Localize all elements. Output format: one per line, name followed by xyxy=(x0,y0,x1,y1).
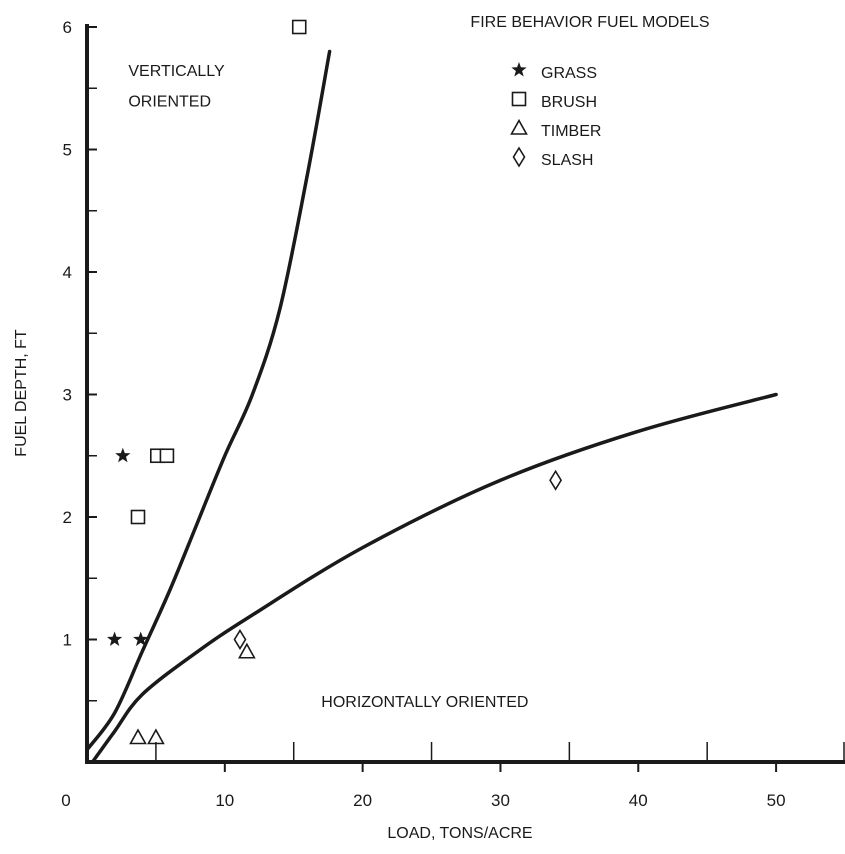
x-tick-label: 30 xyxy=(491,791,510,810)
brush-point xyxy=(291,19,307,35)
legend-brush-marker xyxy=(511,91,527,107)
legend-timber-marker xyxy=(510,118,528,135)
y-tick-label: 3 xyxy=(63,386,72,405)
region-annotation: HORIZONTALLY ORIENTED xyxy=(321,694,528,711)
legend: FIRE BEHAVIOR FUEL MODELS GRASS BRUSH TIMB… xyxy=(470,14,709,169)
y-axis-title: FUEL DEPTH, FT xyxy=(13,329,30,457)
legend-timber-label: TIMBER xyxy=(541,123,601,140)
timber-point xyxy=(129,728,147,745)
boundary-curves xyxy=(85,49,778,764)
brush-point xyxy=(130,509,146,525)
data-points xyxy=(107,19,563,745)
legend-grass-marker xyxy=(511,62,527,77)
x-tick-label: 50 xyxy=(767,791,786,810)
x-tick-label: 20 xyxy=(353,791,372,810)
y-tick-label: 5 xyxy=(63,141,72,160)
y-tick-label: 1 xyxy=(63,631,72,650)
legend-slash-marker xyxy=(512,146,526,168)
y-axis-ticks: 1 2 3 4 5 6 xyxy=(63,18,97,702)
x-tick-label: 0 xyxy=(61,791,70,810)
x-tick-label: 40 xyxy=(629,791,648,810)
x-tick-label: 10 xyxy=(215,791,234,810)
axes xyxy=(85,24,845,764)
timber-point xyxy=(238,642,256,659)
brush-point xyxy=(159,448,175,464)
timber-point xyxy=(147,728,165,745)
horizontal-boundary-curve xyxy=(90,392,778,764)
slash-point xyxy=(233,628,247,651)
legend-slash-label: SLASH xyxy=(541,152,593,169)
grass-point xyxy=(107,631,123,646)
grass-point xyxy=(115,447,131,463)
x-axis-ticks: 0 10 20 30 40 50 xyxy=(61,742,845,810)
grass-point xyxy=(133,631,149,646)
y-tick-label: 6 xyxy=(63,18,72,37)
legend-title: FIRE BEHAVIOR FUEL MODELS xyxy=(470,14,709,31)
legend-grass-label: GRASS xyxy=(541,65,597,82)
y-tick-label: 2 xyxy=(63,508,72,527)
slash-point xyxy=(549,469,563,491)
region-annotation: ORIENTED xyxy=(128,94,211,111)
region-annotations: VERTICALLY ORIENTED HORIZONTALLY ORIENTED xyxy=(128,63,528,711)
y-tick-label: 4 xyxy=(63,263,72,282)
region-annotation: VERTICALLY xyxy=(128,63,225,80)
x-axis-title: LOAD, TONS/ACRE xyxy=(387,825,532,842)
legend-brush-label: BRUSH xyxy=(541,94,597,111)
vertical-boundary-curve xyxy=(85,49,332,752)
